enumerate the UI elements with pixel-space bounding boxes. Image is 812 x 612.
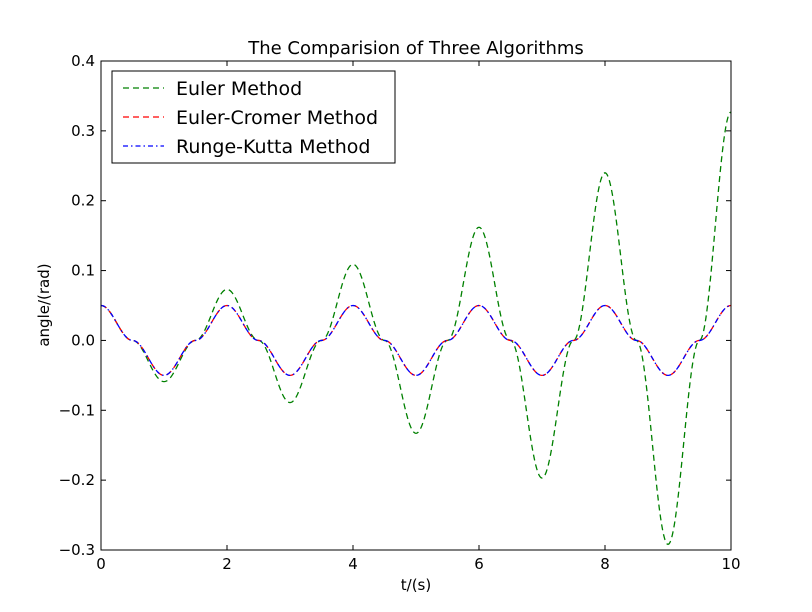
x-tick-label: 6 <box>474 555 484 573</box>
y-tick-label: −0.3 <box>59 541 95 559</box>
x-tick-label: 8 <box>600 555 610 573</box>
x-tick-label: 0 <box>96 555 106 573</box>
axes-frame <box>100 60 732 551</box>
x-tick-label: 10 <box>721 555 740 573</box>
x-axis-title: t/(s) <box>401 576 431 594</box>
y-tick-label: −0.2 <box>59 471 95 489</box>
axes: 0 2 4 6 8 10 −0.3 −0.2 −0.1 0.0 0.1 0.2 0.3 0.4 <box>59 52 741 573</box>
legend-label-3: Runge-Kutta Method <box>176 136 370 158</box>
series-line-1 <box>100 111 732 546</box>
legend-box <box>111 70 396 164</box>
legend-label-1: Euler Method <box>176 78 302 100</box>
y-tick-label: 0.0 <box>71 331 95 349</box>
y-tick-label: 0.4 <box>71 52 95 70</box>
y-tick-label: 0.2 <box>71 192 95 210</box>
y-tick-label: 0.3 <box>71 122 95 140</box>
y-tick-label: 0.1 <box>71 262 95 280</box>
series-line-3 <box>100 304 732 377</box>
y-tick-label: −0.1 <box>59 401 95 419</box>
chart-title: The Comparision of Three Algorithms <box>247 38 584 59</box>
legend: Euler Method Euler-Cromer Method Runge-Kut… <box>111 70 396 164</box>
x-tick-label: 4 <box>348 555 358 573</box>
legend-label-2: Euler-Cromer Method <box>176 107 378 129</box>
y-axis-title: angle/(rad) <box>35 263 53 346</box>
x-tick-label: 2 <box>222 555 232 573</box>
